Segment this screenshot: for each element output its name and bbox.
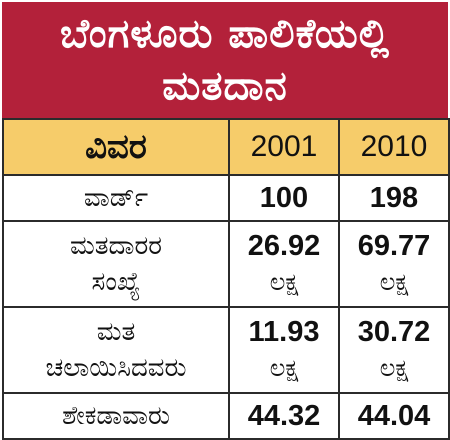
table-header-row: ವಿವರ 2001 2010 [2, 118, 450, 176]
row-label-line-1: ಮತದಾರರ [70, 231, 162, 261]
value-2010: 198 [369, 182, 419, 214]
stats-table: ವಿವರ 2001 2010 ವಾರ್ಡ್ 100 198 ಮತದಾರರ ಸಂಖ… [2, 118, 450, 440]
value-cell-2010: 44.04 [338, 392, 450, 440]
value-cell-2010: 69.77 ಲಕ್ಷ [338, 220, 450, 308]
unit-2001: ಲಕ್ಷ [269, 354, 299, 382]
table-row-voters: ಮತದಾರರ ಸಂಖ್ಯೆ 26.92 ಲಕ್ಷ 69.77 ಲಕ್ಷ [2, 220, 450, 308]
header-cell-2010: 2010 [338, 118, 450, 176]
row-label-cell: ವಾರ್ಡ್ [2, 174, 230, 222]
row-label-cell: ಮತ ಚಲಾಯಿಸಿದವರು [2, 306, 230, 394]
header-details-label: ವಿವರ [85, 127, 147, 167]
row-label: ಶೇಕಡಾವಾರು [61, 401, 171, 431]
value-cell-2001: 26.92 ಲಕ್ಷ [228, 220, 340, 308]
title-line-1: ಬೆಂಗಳೂರು ಪಾಲಿಕೆಯಲ್ಲಿ [60, 11, 390, 57]
unit-2010: ಲಕ್ಷ [379, 268, 409, 296]
row-label-line-1: ಮತ [96, 317, 136, 347]
table-row-wards: ವಾರ್ಡ್ 100 198 [2, 174, 450, 222]
row-label-cell: ಮತದಾರರ ಸಂಖ್ಯೆ [2, 220, 230, 308]
header-2010-label: 2010 [360, 130, 428, 163]
value-cell-2001: 11.93 ಲಕ್ಷ [228, 306, 340, 394]
value-cell-2001: 44.32 [228, 392, 340, 440]
row-label-line-2: ಸಂಖ್ಯೆ [91, 267, 141, 297]
value-2001: 100 [259, 182, 309, 214]
value-cell-2010: 30.72 ಲಕ್ಷ [338, 306, 450, 394]
header-cell-details: ವಿವರ [2, 118, 230, 176]
header-cell-2001: 2001 [228, 118, 340, 176]
title-line-2: ಮತದಾನ [162, 63, 288, 109]
unit-2001: ಲಕ್ಷ [269, 268, 299, 296]
header-2001-label: 2001 [250, 130, 318, 163]
value-2001: 26.92 [247, 230, 321, 262]
value-2001: 44.32 [247, 400, 321, 432]
row-label-cell: ಶೇಕಡಾವಾರು [2, 392, 230, 440]
row-label: ವಾರ್ಡ್ [83, 183, 149, 213]
unit-2010: ಲಕ್ಷ [379, 354, 409, 382]
value-cell-2001: 100 [228, 174, 340, 222]
title-banner: ಬೆಂಗಳೂರು ಪಾಲಿಕೆಯಲ್ಲಿ ಮತದಾನ [2, 2, 448, 118]
value-2010: 69.77 [357, 230, 431, 262]
value-2010: 30.72 [357, 316, 431, 348]
row-label-line-2: ಚಲಾಯಿಸಿದವರು [45, 353, 187, 383]
value-2001: 11.93 [248, 316, 320, 348]
value-2010: 44.04 [357, 400, 431, 432]
table-row-percentage: ಶೇಕಡಾವಾರು 44.32 44.04 [2, 392, 450, 440]
value-cell-2010: 198 [338, 174, 450, 222]
table-row-votes-cast: ಮತ ಚಲಾಯಿಸಿದವರು 11.93 ಲಕ್ಷ 30.72 ಲಕ್ಷ [2, 306, 450, 394]
